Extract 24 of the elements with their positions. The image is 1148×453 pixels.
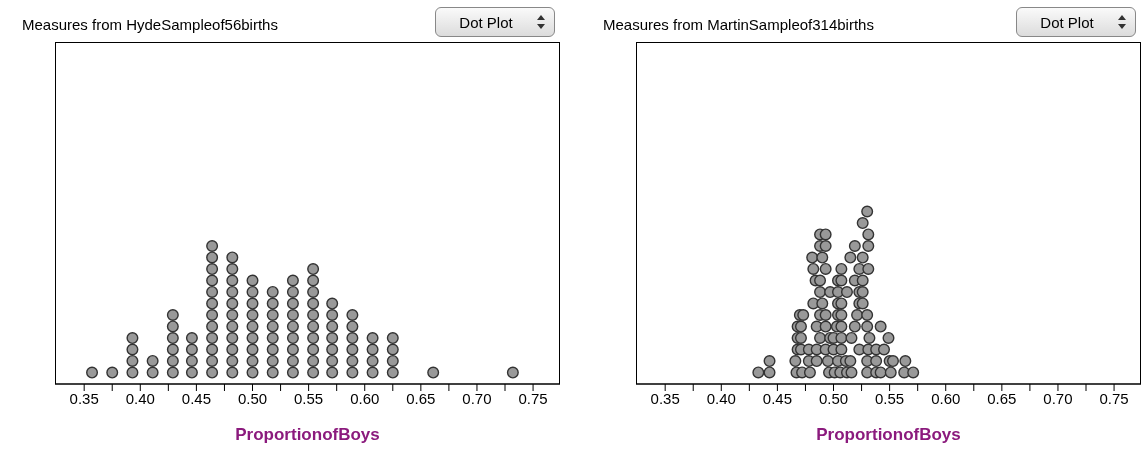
x-tick-label: 0.35 — [69, 389, 99, 407]
text: 0.70 — [462, 389, 492, 407]
text: 0.40 — [706, 389, 736, 407]
x-tick-label: 0.55 — [875, 389, 905, 407]
x-tick-label: 0.75 — [1099, 389, 1129, 407]
x-tick-label: 0.45 — [762, 389, 792, 407]
x-tick-label: 0.75 — [518, 389, 548, 407]
text: 0.40 — [125, 389, 155, 407]
dropdown: Dot Plot — [435, 7, 555, 37]
dropdown: Dot Plot — [1016, 7, 1136, 37]
x-tick-label: 0.35 — [650, 389, 680, 407]
x-axis-title: ProportionofBoys — [816, 425, 961, 444]
text: 0.60 — [931, 389, 961, 407]
text: 0.60 — [350, 389, 380, 407]
x-tick-label: 0.65 — [987, 389, 1017, 407]
text: 0.50 — [818, 389, 849, 407]
x-axis-title: ProportionofBoys — [235, 425, 380, 444]
text: 0.50 — [237, 389, 268, 407]
chart-title: Measures from HydeSampleof56births — [22, 16, 278, 33]
x-tick-label: 0.45 — [181, 389, 211, 407]
text: 0.70 — [1043, 389, 1073, 407]
x-tick-label: 0.65 — [406, 389, 436, 407]
x-tick-label: 0.55 — [294, 389, 324, 407]
chart-title: Measures from MartinSampleof314births — [603, 16, 874, 33]
